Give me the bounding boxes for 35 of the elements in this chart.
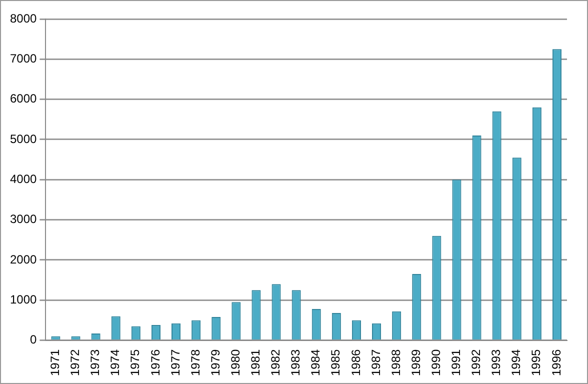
- y-tick-label: 3000: [10, 212, 38, 226]
- y-tick-label: 6000: [10, 92, 38, 106]
- x-tick-label: 1990: [428, 348, 443, 376]
- y-tick-label: 2000: [10, 252, 38, 266]
- x-tick-label: 1978: [188, 348, 202, 376]
- x-tick-label: 1977: [168, 348, 182, 376]
- y-tick-label: 4000: [10, 172, 38, 186]
- x-tick-label: 1988: [388, 348, 403, 376]
- x-tick-label: 1981: [248, 348, 263, 376]
- y-tick-label: 7000: [10, 51, 38, 66]
- y-tick-label: 5000: [10, 132, 38, 146]
- x-tick-label: 1979: [208, 348, 222, 376]
- x-tick-label: 1993: [489, 348, 504, 376]
- x-tick-label: 1975: [128, 348, 142, 376]
- x-tick-label: 1985: [328, 348, 343, 376]
- x-tick-label: 1992: [469, 348, 484, 376]
- x-tick-label: 1986: [348, 348, 363, 376]
- x-tick-label: 1991: [449, 348, 464, 376]
- x-tick-label: 1973: [88, 348, 102, 376]
- x-tick-label: 1976: [148, 348, 162, 376]
- x-tick-label: 1995: [529, 348, 544, 376]
- y-tick-label: 0: [30, 332, 38, 347]
- y-tick-label: 1000: [10, 292, 38, 306]
- x-tick-label: 1980: [228, 348, 242, 376]
- y-tick-label: 8000: [10, 11, 38, 26]
- x-tick-label: 1996: [549, 348, 564, 376]
- x-tick-label: 1982: [268, 348, 283, 376]
- x-tick-label: 1994: [509, 348, 524, 376]
- x-tick-label: 1974: [108, 348, 122, 376]
- x-tick-label: 1989: [408, 348, 423, 376]
- x-tick-label: 1971: [48, 348, 62, 376]
- x-tick-label: 1972: [68, 348, 82, 376]
- x-tick-label: 1987: [368, 348, 383, 376]
- x-tick-label: 1983: [288, 348, 303, 376]
- x-tick-label: 1984: [308, 348, 323, 376]
